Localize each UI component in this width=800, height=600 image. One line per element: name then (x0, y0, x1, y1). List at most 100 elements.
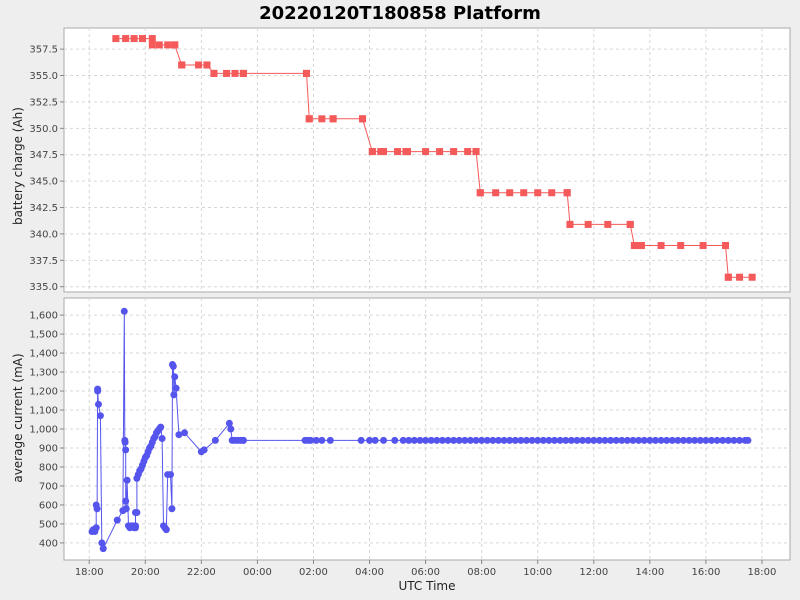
data-point (436, 148, 444, 156)
y-tick-label: 700 (39, 481, 58, 492)
series-line (306, 73, 310, 119)
data-point (94, 387, 102, 395)
data-point (646, 436, 654, 444)
data-point (203, 61, 211, 69)
y-tick-label: 1,600 (29, 311, 58, 322)
data-point (422, 436, 430, 444)
x-axis-label: UTC Time (399, 579, 456, 593)
data-point (657, 242, 665, 250)
data-point (630, 242, 638, 250)
y-tick-label: 500 (39, 519, 58, 530)
data-point (520, 189, 528, 197)
data-point (123, 476, 131, 484)
data-point (539, 436, 547, 444)
data-point (736, 436, 744, 444)
data-point (607, 436, 615, 444)
data-point (736, 273, 744, 281)
bottom-y-ticks: 400 500 600 700 800 900 1,000 1,100 1,200 1,300 1,… (29, 311, 64, 549)
data-point (584, 220, 592, 228)
data-point (674, 436, 682, 444)
data-point (170, 391, 178, 399)
data-point (696, 436, 704, 444)
data-point (663, 436, 671, 444)
data-point (155, 41, 163, 49)
y-tick-label: 600 (39, 500, 58, 511)
data-point (133, 509, 141, 517)
data-point (172, 384, 180, 392)
data-point (223, 69, 231, 77)
data-point (455, 436, 463, 444)
data-point (168, 505, 176, 513)
data-point (122, 35, 130, 43)
data-point (175, 431, 183, 439)
data-point (357, 436, 365, 444)
data-point (366, 436, 374, 444)
data-point (584, 436, 592, 444)
data-point (94, 400, 102, 408)
data-point (305, 115, 313, 123)
data-point (200, 446, 208, 454)
data-point (489, 436, 497, 444)
data-point (511, 436, 519, 444)
data-point (450, 436, 458, 444)
y-tick-label: 400 (39, 538, 58, 549)
data-point (148, 35, 156, 43)
data-point (668, 436, 676, 444)
data-point (517, 436, 525, 444)
data-point (450, 148, 458, 156)
data-point (472, 436, 480, 444)
data-point (239, 436, 247, 444)
data-point (227, 425, 235, 433)
data-point (466, 436, 474, 444)
data-point (368, 148, 376, 156)
data-point (612, 436, 620, 444)
data-point (708, 436, 716, 444)
data-point (158, 434, 166, 442)
y-tick-label: 1,200 (29, 387, 58, 398)
data-point (121, 438, 129, 446)
data-point (464, 148, 472, 156)
data-point (93, 505, 101, 513)
data-point (422, 148, 430, 156)
data-point (162, 526, 170, 534)
x-tick-label: 00:00 (243, 567, 272, 578)
y-tick-label: 352.5 (29, 97, 58, 108)
data-point (171, 41, 179, 49)
y-tick-label: 1,300 (29, 368, 58, 379)
y-tick-label: 335.0 (29, 282, 58, 293)
x-tick-label: 18:00 (748, 567, 777, 578)
data-point (171, 373, 179, 381)
data-point (492, 189, 500, 197)
data-point (476, 189, 484, 197)
data-point (461, 436, 469, 444)
data-point (523, 436, 531, 444)
data-point (427, 436, 435, 444)
data-point (472, 148, 480, 156)
data-point (478, 436, 486, 444)
data-point (211, 436, 219, 444)
data-point (618, 436, 626, 444)
data-point (623, 436, 631, 444)
y-tick-label: 355.0 (29, 71, 58, 82)
data-point (239, 69, 247, 77)
data-point (635, 436, 643, 444)
y-tick-label: 342.5 (29, 203, 58, 214)
y-tick-label: 900 (39, 443, 58, 454)
data-point (178, 61, 186, 69)
data-point (131, 524, 139, 532)
x-tick-label: 22:00 (187, 567, 216, 578)
data-point (122, 505, 130, 513)
data-point (651, 436, 659, 444)
series-line (566, 192, 571, 225)
data-point (112, 35, 120, 43)
data-point (702, 436, 710, 444)
data-point (231, 69, 239, 77)
data-point (567, 436, 575, 444)
data-point (748, 273, 756, 281)
data-point (551, 436, 559, 444)
data-point (403, 148, 411, 156)
x-tick-label: 08:00 (467, 567, 496, 578)
bottom-y-axis-label: average current (mA) (11, 353, 25, 482)
data-point (312, 436, 320, 444)
